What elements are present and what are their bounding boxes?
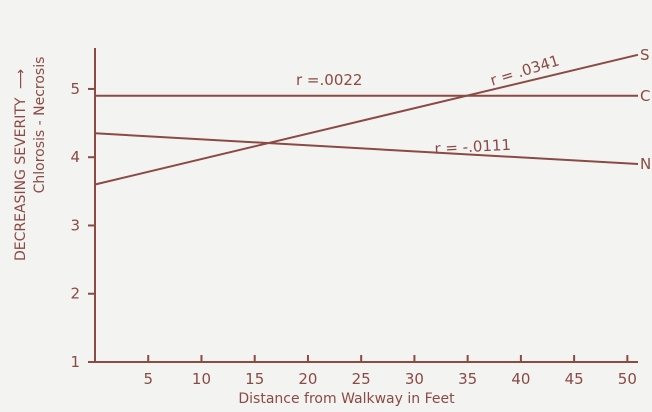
y-axis-arrow: ⟶ xyxy=(13,69,29,89)
x-tick-label-40: 40 xyxy=(511,370,530,388)
annotation-2: r = -.0111 xyxy=(434,136,511,158)
axes xyxy=(94,48,638,363)
tick-marks xyxy=(88,87,629,363)
x-tick-label-30: 30 xyxy=(405,370,424,388)
series-label-S: S xyxy=(640,46,650,64)
x-tick-label-10: 10 xyxy=(192,370,211,388)
x-tick-label-35: 35 xyxy=(458,370,477,388)
x-tick-label-50: 50 xyxy=(618,370,637,388)
y-tick-label-2: 2 xyxy=(70,285,80,303)
y-tick-label-4: 4 xyxy=(70,148,80,166)
series-label-N: N xyxy=(640,155,651,173)
series-labels: C S N xyxy=(640,46,651,173)
x-tick-label-20: 20 xyxy=(298,370,317,388)
series-label-C: C xyxy=(640,87,650,105)
annotation-0: r =.0022 xyxy=(296,71,362,89)
x-axis-label: Distance from Walkway in Feet xyxy=(238,391,455,407)
annotation-1: r = .0341 xyxy=(488,52,561,90)
x-tick-label-15: 15 xyxy=(245,370,264,388)
y-tick-label-5: 5 xyxy=(70,80,80,98)
x-tick-label-5: 5 xyxy=(143,370,153,388)
x-tick-label-25: 25 xyxy=(352,370,371,388)
x-tick-label-45: 45 xyxy=(565,370,584,388)
y-tick-label-3: 3 xyxy=(70,216,80,234)
y-axis-label: DECREASING SEVERITY ⟶ xyxy=(13,69,29,261)
y-axis-sublabel: Chlorosis - Necrosis xyxy=(32,57,48,194)
series-lines xyxy=(94,53,639,186)
y-tick-label-1: 1 xyxy=(70,353,80,371)
series-line-N xyxy=(94,132,639,165)
series-line-S xyxy=(94,53,639,186)
y-axis-label-text: DECREASING SEVERITY xyxy=(13,97,29,261)
